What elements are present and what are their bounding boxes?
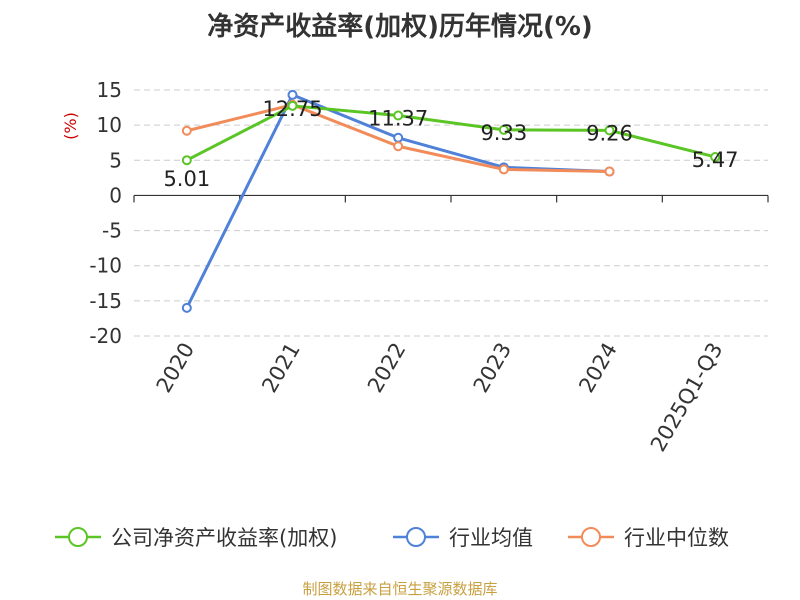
- legend-marker-icon: [581, 527, 601, 547]
- y-tick-label: -15: [89, 289, 122, 313]
- y-tick-label: 0: [109, 183, 122, 207]
- data-label: 11.37: [368, 107, 428, 131]
- x-tick-label: 2025Q1-Q3: [646, 339, 728, 456]
- legend: 公司净资产收益率(加权) 行业均值 行业中位数: [55, 526, 729, 550]
- data-label: 5.47: [692, 148, 739, 172]
- source-note: 制图数据来自恒生聚源数据库: [302, 580, 498, 598]
- x-tick-label: 2024: [574, 339, 622, 397]
- series-lines: [181, 89, 721, 313]
- legend-label: 行业均值: [449, 526, 533, 550]
- x-tick-label: 2023: [469, 339, 517, 397]
- x-tick-label: 2022: [363, 339, 411, 397]
- data-labels: 5.01 12.75 11.37 9.33 9.26 5.47: [163, 97, 738, 191]
- axes: 15 10 5 0 -5 -10 -15 -20 (%) 2020 2021 2022 2023 2024…: [61, 78, 769, 456]
- y-tick-label: 10: [97, 113, 122, 137]
- y-tick-label: 5: [109, 148, 122, 172]
- data-point: [181, 125, 192, 136]
- data-point: [287, 89, 298, 100]
- legend-marker-icon: [68, 527, 88, 547]
- data-point: [710, 151, 721, 162]
- grid-lines: [134, 89, 768, 337]
- y-tick-label: -20: [89, 324, 122, 348]
- legend-marker-icon: [406, 527, 426, 547]
- data-point: [498, 164, 509, 175]
- legend-label: 行业中位数: [624, 526, 729, 550]
- data-point: [393, 110, 404, 121]
- y-tick-label: -10: [89, 254, 122, 278]
- data-point: [181, 302, 192, 313]
- x-tick-label: 2021: [257, 339, 305, 397]
- legend-label: 公司净资产收益率(加权): [111, 526, 337, 550]
- data-label: 9.33: [480, 121, 527, 145]
- data-label: 5.01: [163, 167, 210, 191]
- data-point: [393, 141, 404, 152]
- data-point: [604, 166, 615, 177]
- data-point: [181, 155, 192, 166]
- data-label: 12.75: [262, 97, 322, 121]
- x-tick-label: 2020: [152, 339, 200, 397]
- chart-title: 净资产收益率(加权)历年情况(%): [207, 12, 593, 42]
- data-point: [287, 100, 298, 111]
- data-point: [498, 124, 509, 135]
- y-tick-label: -5: [102, 219, 122, 243]
- data-label: 9.26: [586, 121, 633, 145]
- y-tick-label: 15: [97, 78, 122, 102]
- y-axis-unit: (%): [61, 112, 80, 140]
- data-point: [604, 125, 615, 136]
- data-point: [393, 132, 404, 143]
- series-line: [186, 104, 716, 162]
